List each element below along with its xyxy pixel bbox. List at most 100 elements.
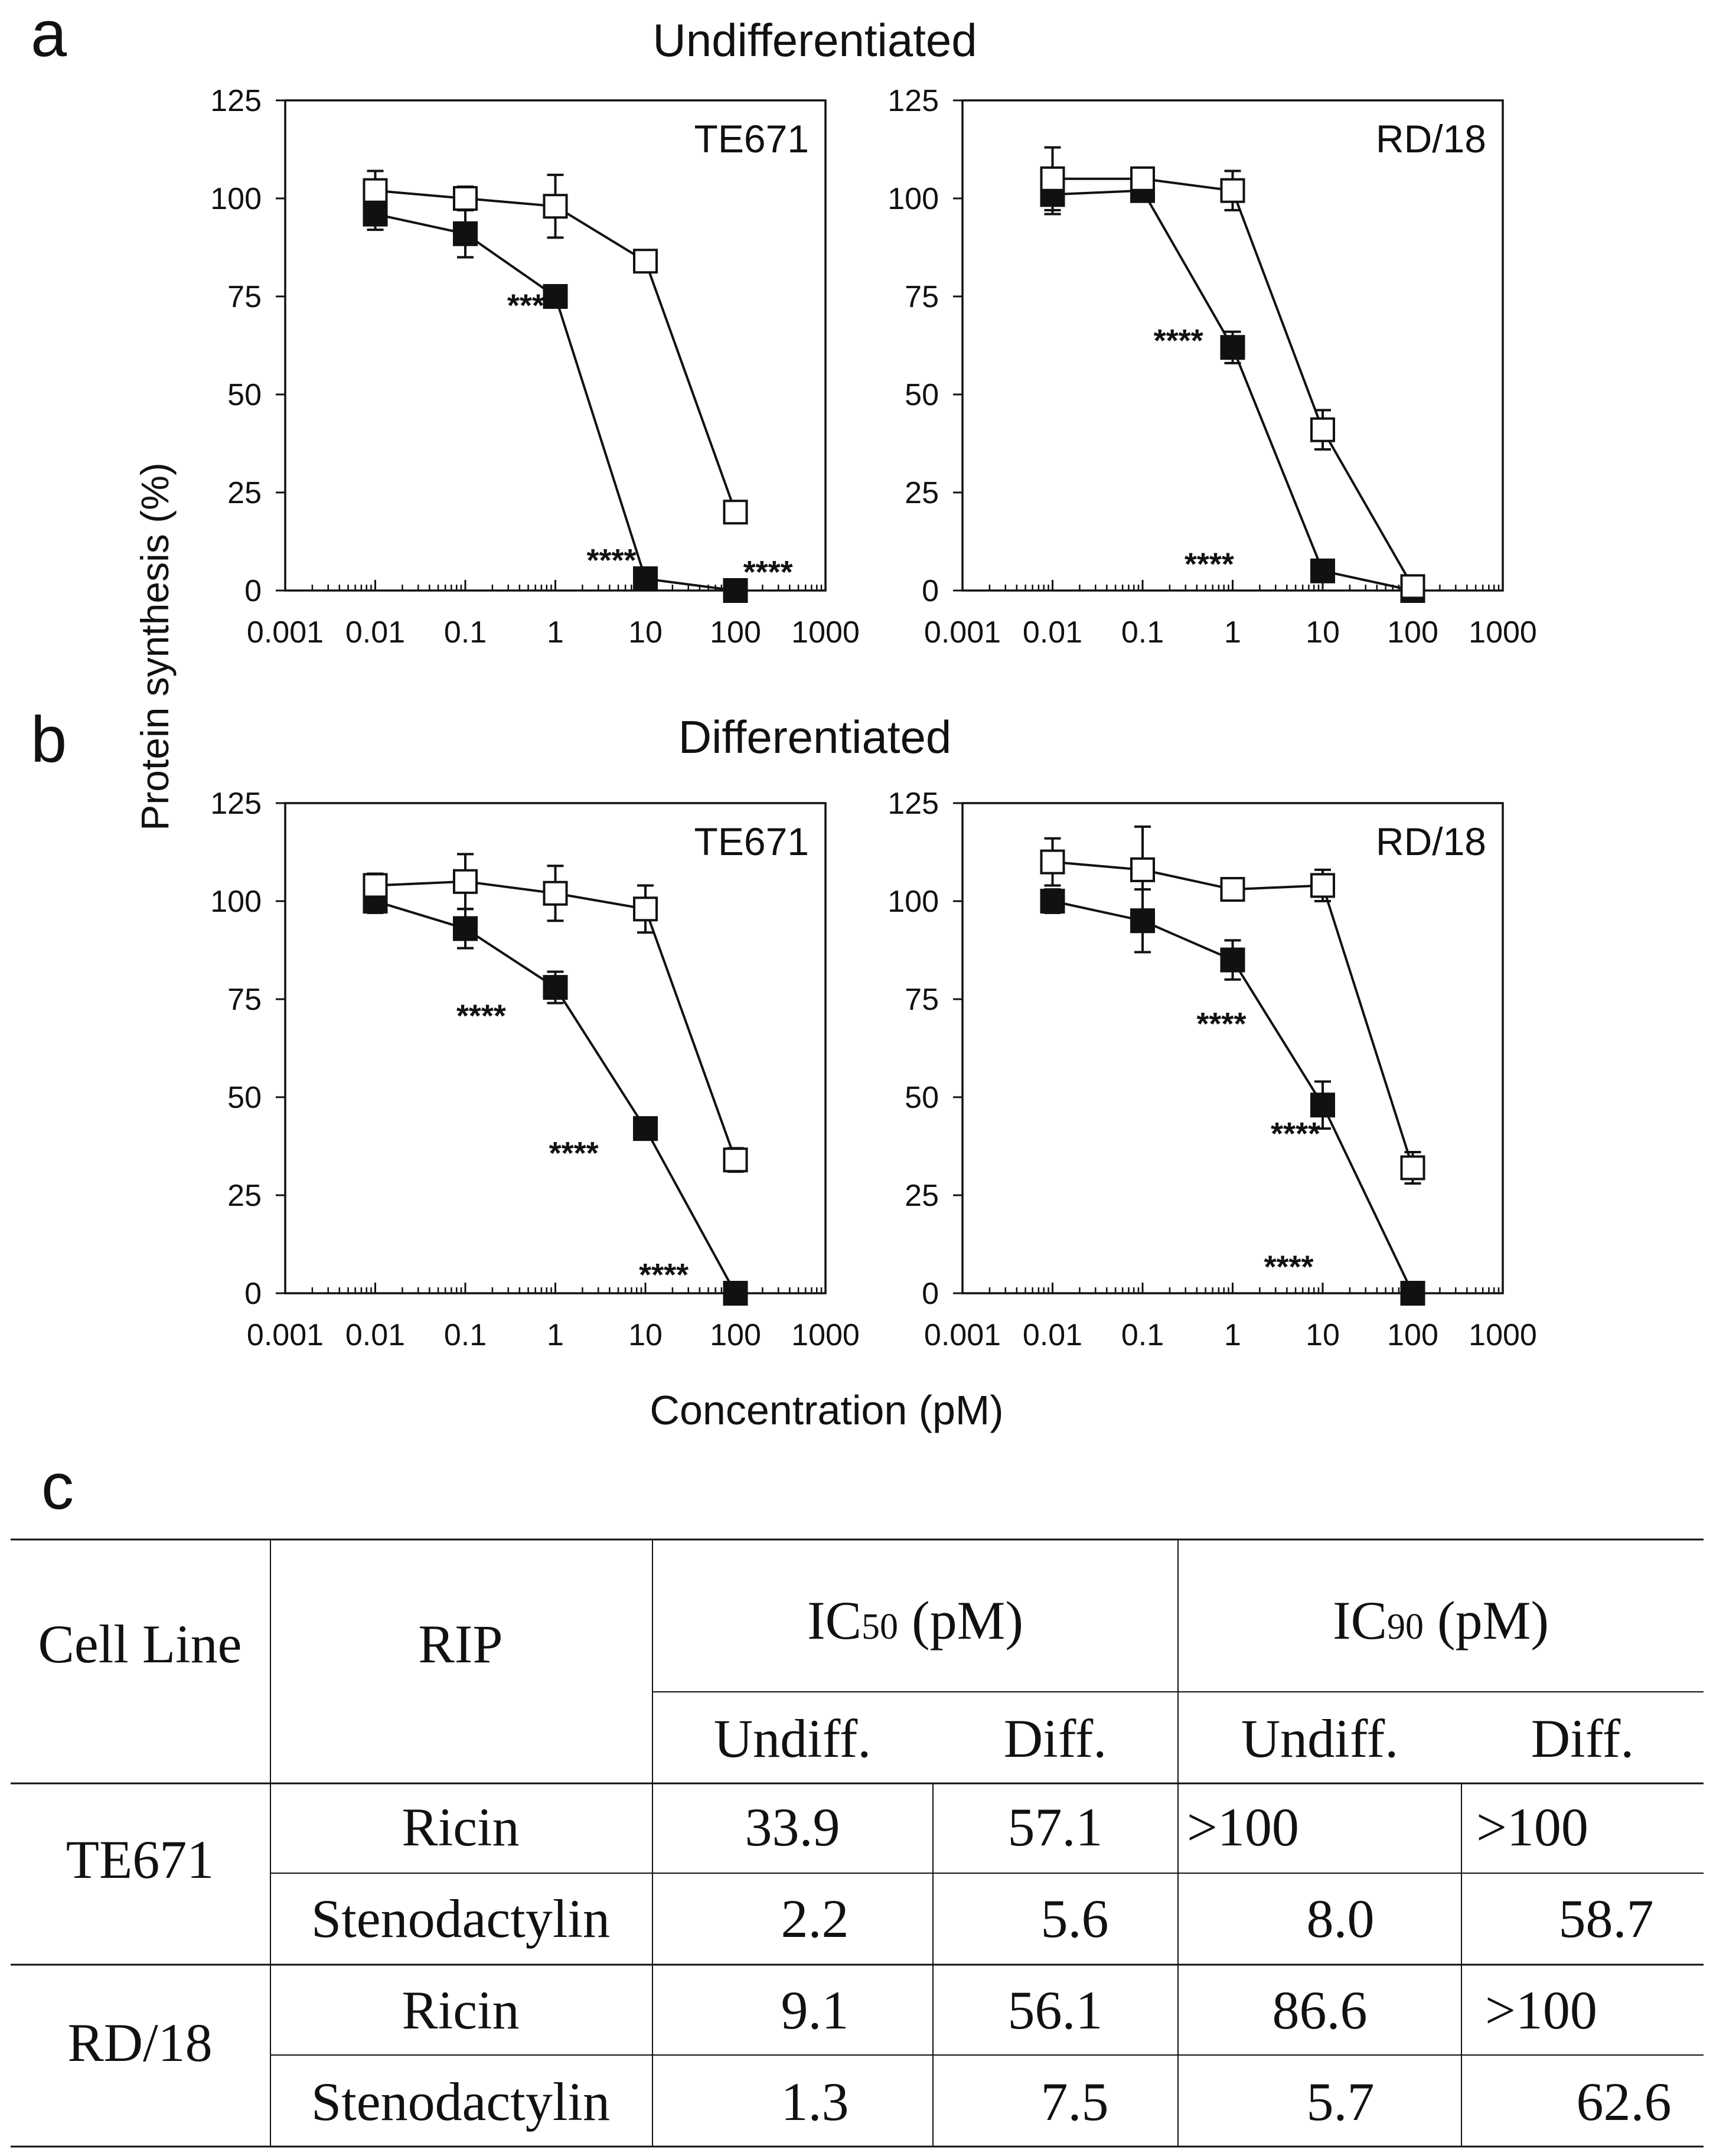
x-tick-label: 100 xyxy=(1387,615,1438,650)
ic50-prefix: IC xyxy=(807,1590,862,1651)
significance-label: **** xyxy=(587,543,637,578)
filled-square-marker xyxy=(1220,335,1245,360)
open-square-marker xyxy=(1310,417,1335,442)
x-tick-label: 0.1 xyxy=(1121,1318,1164,1352)
y-tick-label: 100 xyxy=(210,885,262,919)
y-tick-label: 25 xyxy=(227,1179,262,1213)
ic90-suffix: (pM) xyxy=(1424,1590,1549,1651)
header-cell-line: Cell Line xyxy=(38,1614,242,1674)
open-square-marker xyxy=(453,869,478,894)
y-tick-label: 125 xyxy=(888,84,939,118)
filled-square-marker xyxy=(1400,1281,1425,1306)
chart-panel-b-te671: 0 25 50 75 100 125 0.001 0.01 0.1 1 10 100 1000 TE671… xyxy=(210,787,860,1352)
filled-square-marker xyxy=(723,578,748,603)
panel-label-a: a xyxy=(31,0,67,70)
panel-title: RD/18 xyxy=(1376,117,1486,161)
significance-label: **** xyxy=(549,1136,599,1171)
significance-label: **** xyxy=(1196,1006,1246,1042)
x-tick-label: 0.01 xyxy=(1023,1318,1082,1352)
filled-square-marker xyxy=(1310,558,1335,583)
x-tick-label: 0.01 xyxy=(345,615,405,650)
value-cell: 5.6 xyxy=(1041,1888,1109,1949)
y-tick-label: 125 xyxy=(210,787,262,821)
x-tick-label: 100 xyxy=(710,1318,761,1352)
y-tick-label: 25 xyxy=(905,476,939,510)
open-square-marker xyxy=(1220,178,1245,203)
x-tick-label: 1 xyxy=(1224,1318,1241,1352)
ic90-prefix: IC xyxy=(1333,1590,1387,1651)
x-tick-label: 10 xyxy=(628,615,663,650)
section-title-differentiated: Differentiated xyxy=(678,711,952,763)
x-tick-label: 0.001 xyxy=(247,1318,324,1352)
ic-table: Cell Line RIP IC50 (pM) IC90 (pM) Undiff… xyxy=(11,1538,1704,2148)
value-cell: 62.6 xyxy=(1577,2072,1672,2132)
open-square-marker xyxy=(1400,574,1425,599)
value-cell: 58.7 xyxy=(1559,1888,1654,1949)
filled-square-marker xyxy=(723,1281,748,1306)
panel-label-c: c xyxy=(41,1450,74,1523)
header-ic50: IC50 (pM) xyxy=(807,1590,1023,1651)
rip-cell: Stenodactylin xyxy=(311,2072,610,2132)
filled-square-marker xyxy=(453,916,478,941)
y-tick-label: 0 xyxy=(922,1277,939,1311)
value-cell: 86.6 xyxy=(1272,1980,1368,2040)
rip-cell: Ricin xyxy=(402,1980,519,2040)
value-cell: 9.1 xyxy=(781,1980,849,2040)
header-ic90-undiff: Undiff. xyxy=(1241,1708,1399,1769)
open-square-marker xyxy=(543,880,568,906)
cell-line-rd18: RD/18 xyxy=(67,2013,212,2073)
value-cell: >100 xyxy=(1485,1980,1597,2040)
x-tick-label: 100 xyxy=(1387,1318,1438,1352)
x-tick-label: 0.01 xyxy=(345,1318,405,1352)
y-tick-label: 100 xyxy=(888,885,939,919)
ic50-suffix: (pM) xyxy=(898,1590,1023,1651)
filled-square-marker xyxy=(453,221,478,246)
open-square-marker xyxy=(363,178,388,203)
y-tick-label: 100 xyxy=(888,182,939,216)
x-tick-label: 1000 xyxy=(1469,615,1537,650)
significance-label: **** xyxy=(456,999,506,1034)
x-tick-label: 0.1 xyxy=(444,615,487,650)
value-cell: 1.3 xyxy=(781,2072,849,2132)
y-tick-label: 50 xyxy=(227,1081,262,1115)
y-tick-label: 0 xyxy=(244,574,262,608)
value-cell: 56.1 xyxy=(1008,1980,1103,2040)
y-tick-label: 50 xyxy=(227,378,262,412)
rip-cell: Ricin xyxy=(402,1797,519,1857)
open-square-marker xyxy=(543,194,568,219)
x-tick-label: 1 xyxy=(1224,615,1241,650)
panel-title: TE671 xyxy=(694,820,809,863)
ic90-subscript: 90 xyxy=(1387,1607,1424,1647)
x-tick-label: 1000 xyxy=(791,615,860,650)
x-tick-label: 0.001 xyxy=(924,1318,1001,1352)
y-tick-label: 25 xyxy=(905,1179,939,1213)
cell-line-te671: TE671 xyxy=(66,1829,214,1890)
y-tick-label: 50 xyxy=(905,378,939,412)
filled-square-marker xyxy=(543,284,568,309)
x-tick-label: 1000 xyxy=(791,1318,860,1352)
y-tick-label: 25 xyxy=(227,476,262,510)
y-tick-label: 125 xyxy=(210,84,262,118)
filled-square-marker xyxy=(1040,889,1065,914)
y-tick-label: 125 xyxy=(888,787,939,821)
significance-label: **** xyxy=(1271,1116,1320,1152)
header-ic90: IC90 (pM) xyxy=(1333,1590,1549,1651)
y-tick-label: 0 xyxy=(244,1277,262,1311)
header-ic50-diff: Diff. xyxy=(1004,1708,1107,1769)
open-square-marker xyxy=(1040,849,1065,875)
filled-square-marker xyxy=(543,975,568,1000)
ic50-subscript: 50 xyxy=(862,1607,898,1647)
open-square-marker xyxy=(1130,857,1155,882)
open-square-marker xyxy=(453,186,478,211)
value-cell: 8.0 xyxy=(1307,1888,1375,1949)
x-tick-label: 1 xyxy=(547,1318,564,1352)
y-tick-label: 75 xyxy=(227,280,262,314)
x-tick-label: 10 xyxy=(628,1318,663,1352)
panel-title: RD/18 xyxy=(1376,820,1486,863)
value-cell: >100 xyxy=(1476,1797,1588,1857)
open-square-marker xyxy=(723,500,748,525)
significance-label: **** xyxy=(1264,1250,1314,1285)
value-cell: 33.9 xyxy=(745,1797,840,1857)
open-square-marker xyxy=(363,873,388,898)
